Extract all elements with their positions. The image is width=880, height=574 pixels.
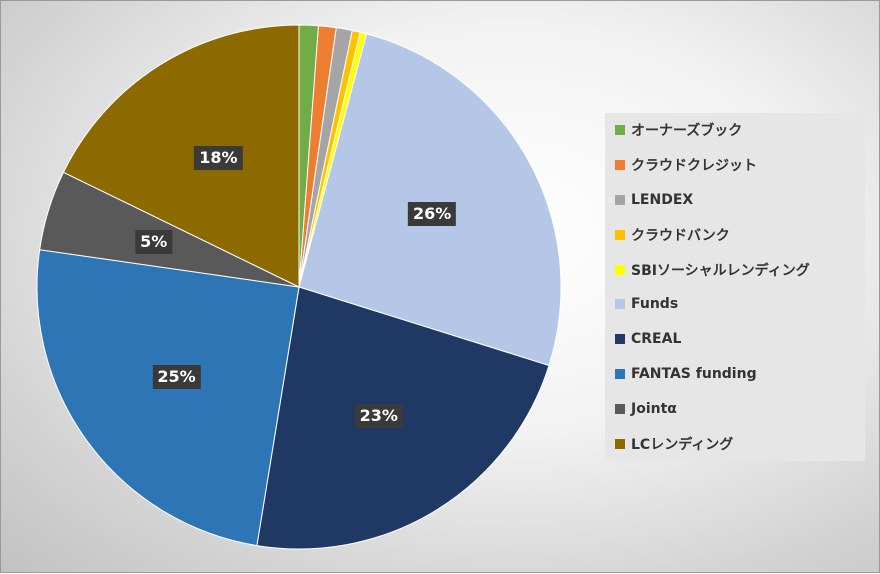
legend-label: LENDEX — [631, 191, 694, 208]
pie-slice — [298, 33, 562, 367]
pie-slice — [36, 249, 300, 547]
legend-item: SBIソーシャルレンディング — [615, 252, 865, 287]
legend-swatch — [615, 264, 625, 275]
legend-swatch — [615, 194, 625, 205]
legend-item: オーナーズブック — [615, 113, 865, 148]
legend-label: FANTAS funding — [631, 365, 757, 382]
legend: オーナーズブック クラウドクレジット LENDEX クラウドバンク SBIソーシャルレン… — [605, 113, 865, 461]
legend-label: LCレンディング — [631, 436, 734, 453]
legend-swatch — [615, 229, 625, 240]
legend-swatch — [615, 160, 625, 171]
legend-swatch — [615, 403, 625, 414]
slice-data-label: 5% — [135, 230, 173, 255]
legend-label: Jointα — [631, 400, 677, 417]
legend-swatch — [615, 299, 625, 310]
legend-item: LENDEX — [615, 183, 865, 218]
pie-slice — [62, 24, 300, 288]
legend-label: SBIソーシャルレンディング — [631, 262, 810, 279]
slice-data-label: 25% — [152, 364, 201, 389]
legend-item: FANTAS funding — [615, 357, 865, 392]
legend-swatch — [615, 334, 625, 345]
legend-item: Jointα — [615, 391, 865, 426]
slice-data-label: 18% — [194, 146, 243, 171]
legend-swatch — [615, 368, 625, 379]
slice-data-label: 26% — [407, 201, 457, 226]
legend-item: CREAL — [615, 322, 865, 357]
legend-item: LCレンディング — [615, 426, 865, 461]
legend-label: オーナーズブック — [631, 123, 743, 140]
legend-label: CREAL — [631, 331, 682, 348]
legend-item: クラウドクレジット — [615, 148, 865, 183]
legend-swatch — [615, 438, 625, 449]
legend-label: クラウドクレジット — [631, 158, 757, 175]
legend-item: Funds — [615, 287, 865, 322]
pie-slice — [256, 286, 550, 550]
slice-data-label: 23% — [354, 404, 403, 429]
legend-label: クラウドバンク — [631, 227, 730, 244]
legend-label: Funds — [631, 296, 679, 313]
legend-item: クラウドバンク — [615, 217, 865, 252]
legend-swatch — [615, 125, 625, 136]
